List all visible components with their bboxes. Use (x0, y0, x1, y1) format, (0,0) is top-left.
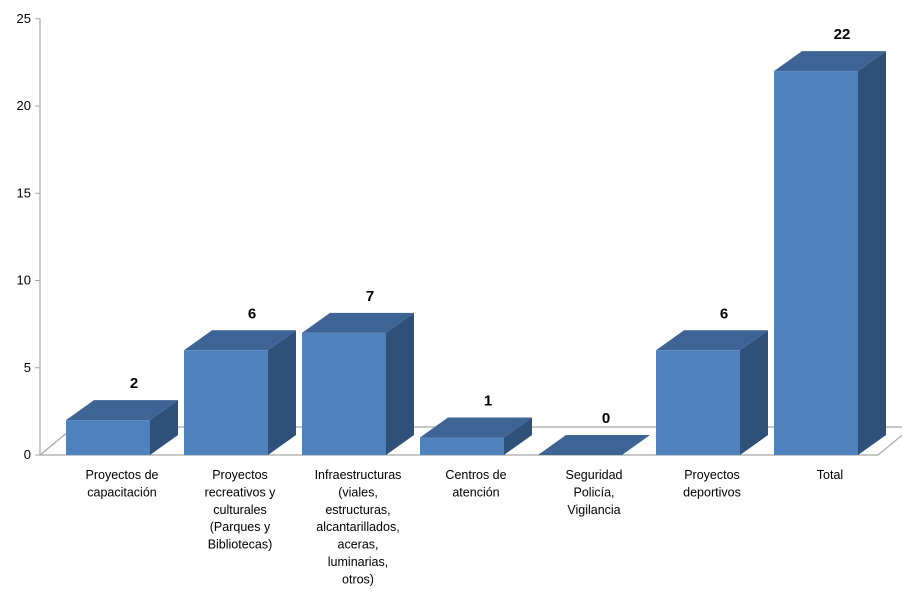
x-category-label: Infraestructuras (viales, estructuras, alca… (315, 468, 402, 586)
bars (66, 51, 886, 455)
data-label: 0 (602, 410, 610, 427)
bar-side-face (150, 400, 178, 455)
data-label: 1 (484, 393, 492, 410)
bar-top-face (184, 330, 296, 351)
data-label: 22 (834, 26, 851, 43)
bar-top-face (656, 330, 768, 351)
bar-top-face (538, 435, 650, 455)
x-axis-labels: Proyectos de capacitación Proyectos recreat… (86, 468, 844, 586)
y-tick-label: 5 (24, 360, 31, 375)
bar-front-face (66, 420, 150, 455)
y-tick-label: 10 (17, 273, 31, 288)
bar-side-face (740, 330, 768, 455)
bar-front-face (656, 350, 740, 455)
bar-side-face (268, 330, 296, 455)
x-category-label: Centros de atención (445, 468, 506, 499)
x-category-label: Seguridad Policía, Vigilancia (566, 468, 623, 517)
bar (774, 51, 886, 455)
bar-front-face (184, 350, 268, 455)
bar-side-face (858, 51, 886, 455)
y-axis: 0 5 10 15 20 25 (17, 11, 41, 462)
y-tick-label: 0 (24, 447, 31, 462)
bar-front-face (302, 332, 386, 455)
bar-side-face (386, 312, 414, 455)
data-label: 6 (720, 305, 728, 322)
bar-front-face (774, 71, 858, 455)
data-labels: 2 6 7 1 0 6 22 (130, 26, 851, 427)
y-tick-label: 15 (17, 185, 31, 200)
bar-top-face (420, 417, 532, 438)
bar (184, 330, 296, 455)
bar (538, 435, 650, 455)
bar (302, 312, 414, 455)
bar-front-face (420, 437, 504, 455)
data-label: 7 (366, 288, 374, 305)
bar-side-face (504, 417, 532, 455)
x-category-label: Proyectos recreativos y culturales (Parques… (205, 468, 277, 552)
x-category-label: Proyectos deportivos (683, 468, 741, 499)
bar (420, 417, 532, 455)
bar-top-face (302, 312, 414, 333)
bar-top-face (774, 51, 886, 72)
x-category-label: Proyectos de capacitación (86, 468, 159, 499)
bar (66, 400, 178, 455)
data-label: 6 (248, 305, 256, 322)
y-tick-label: 20 (17, 98, 31, 113)
y-tick-label: 25 (17, 11, 31, 26)
bar (656, 330, 768, 455)
data-label: 2 (130, 375, 138, 392)
x-category-label: Total (817, 468, 843, 482)
bar-top-face (66, 400, 178, 421)
